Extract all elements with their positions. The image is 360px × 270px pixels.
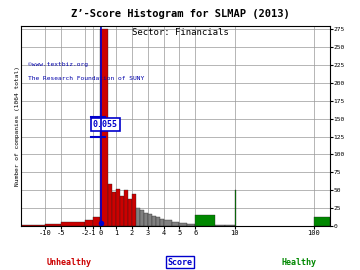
Bar [112,192,116,226]
Bar [148,214,152,226]
Bar [187,224,195,226]
Bar [156,217,160,226]
Bar [195,224,205,226]
Text: The Research Foundation of SUNY: The Research Foundation of SUNY [28,76,144,81]
Bar [215,225,225,226]
Bar [144,213,148,226]
Bar [136,208,140,226]
Text: Unhealthy: Unhealthy [47,258,92,266]
Text: Healthy: Healthy [282,258,317,266]
Y-axis label: Number of companies (1064 total): Number of companies (1064 total) [15,66,20,186]
Bar [225,225,235,226]
Bar [61,222,85,226]
Bar [21,224,45,226]
Bar [116,189,120,226]
Bar [152,216,156,226]
Text: ©www.textbiz.org: ©www.textbiz.org [28,62,87,67]
Bar [160,219,164,226]
Bar [124,190,128,226]
Bar [108,184,112,226]
Text: 0.055: 0.055 [93,120,118,129]
Text: Z’-Score Histogram for SLMAP (2013): Z’-Score Histogram for SLMAP (2013) [71,9,289,19]
Text: Score: Score [167,258,193,266]
Bar [45,224,61,226]
Bar [120,196,124,226]
Bar [132,194,136,226]
Bar [140,210,144,226]
Bar [205,224,215,226]
Text: Sector: Financials: Sector: Financials [132,28,228,37]
Bar [164,220,171,226]
Bar [171,222,179,226]
Bar [235,190,236,226]
Bar [85,220,93,226]
Bar [179,223,187,226]
Bar [314,217,330,226]
Bar [128,199,132,226]
Bar [100,29,108,226]
Bar [195,215,215,226]
Bar [93,217,100,226]
